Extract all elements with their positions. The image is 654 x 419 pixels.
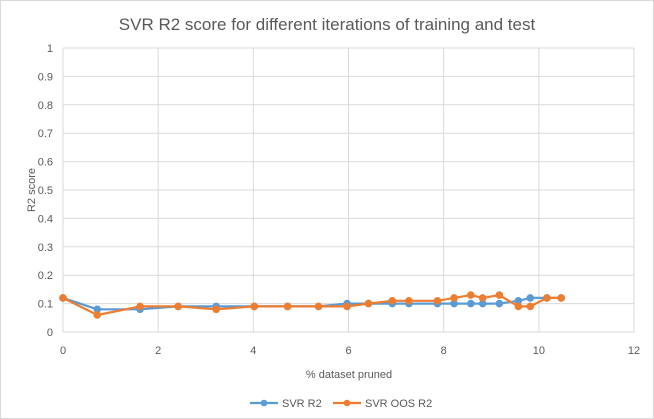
x-axis-title: % dataset pruned <box>306 369 392 381</box>
data-point <box>93 311 102 319</box>
x-tick-label: 8 <box>441 345 447 357</box>
y-tick-label: 0.2 <box>38 270 53 282</box>
legend-label: SVR OOS R2 <box>365 398 432 410</box>
data-point <box>212 305 221 314</box>
chart-title: SVR R2 score for different iterations of… <box>119 15 536 34</box>
gridlines <box>62 47 635 333</box>
data-point <box>343 302 351 311</box>
data-point <box>495 299 504 308</box>
legend-swatch-marker <box>343 399 351 407</box>
data-point <box>557 294 565 302</box>
data-point <box>314 302 323 311</box>
y-tick-label: 0 <box>47 327 53 339</box>
data-point <box>364 299 373 308</box>
data-point <box>405 296 413 305</box>
y-tick-label: 1 <box>47 43 53 55</box>
data-point <box>59 294 67 302</box>
data-point <box>174 302 182 311</box>
legend-swatch-marker <box>260 399 268 407</box>
series-svr-oos-r2 <box>59 291 565 319</box>
data-point <box>543 294 551 302</box>
y-tick-label: 0.1 <box>38 299 53 311</box>
y-tick-label: 0.4 <box>38 213 53 225</box>
data-point <box>514 302 523 311</box>
y-axis-title: R2 score <box>26 168 38 212</box>
y-tick-label: 0.5 <box>38 185 53 197</box>
y-tick-label: 0.9 <box>38 71 53 83</box>
axes: 00.10.20.30.40.50.60.70.80.910 2 4 6 8 10 12 <box>38 43 640 357</box>
x-tick-label: 6 <box>345 345 351 357</box>
legend-item: SVR OOS R2 <box>333 398 432 410</box>
y-tick-label: 0.7 <box>38 128 53 140</box>
data-point <box>495 291 504 299</box>
legend: SVR R2 SVR OOS R2 <box>250 398 432 410</box>
legend-label: SVR R2 <box>282 398 322 410</box>
data-point <box>466 291 475 299</box>
y-tick-label: 0.3 <box>38 242 53 254</box>
data-point <box>433 296 442 305</box>
data-point <box>466 299 475 308</box>
x-tick-label: 0 <box>60 345 66 357</box>
data-point <box>526 294 535 302</box>
data-point <box>136 302 144 311</box>
x-tick-label: 2 <box>155 345 161 357</box>
data-point <box>283 302 292 311</box>
x-tick-label: 10 <box>533 345 545 357</box>
data-point <box>250 302 259 311</box>
data-point <box>478 294 487 302</box>
data-point <box>526 302 535 311</box>
legend-item: SVR R2 <box>250 398 322 410</box>
x-tick-label: 4 <box>250 345 256 357</box>
x-tick-label: 12 <box>628 345 640 357</box>
series-layer <box>59 291 565 319</box>
data-point <box>388 296 397 305</box>
y-tick-label: 0.8 <box>38 100 53 112</box>
data-point <box>450 294 458 302</box>
y-tick-label: 0.6 <box>38 157 53 169</box>
